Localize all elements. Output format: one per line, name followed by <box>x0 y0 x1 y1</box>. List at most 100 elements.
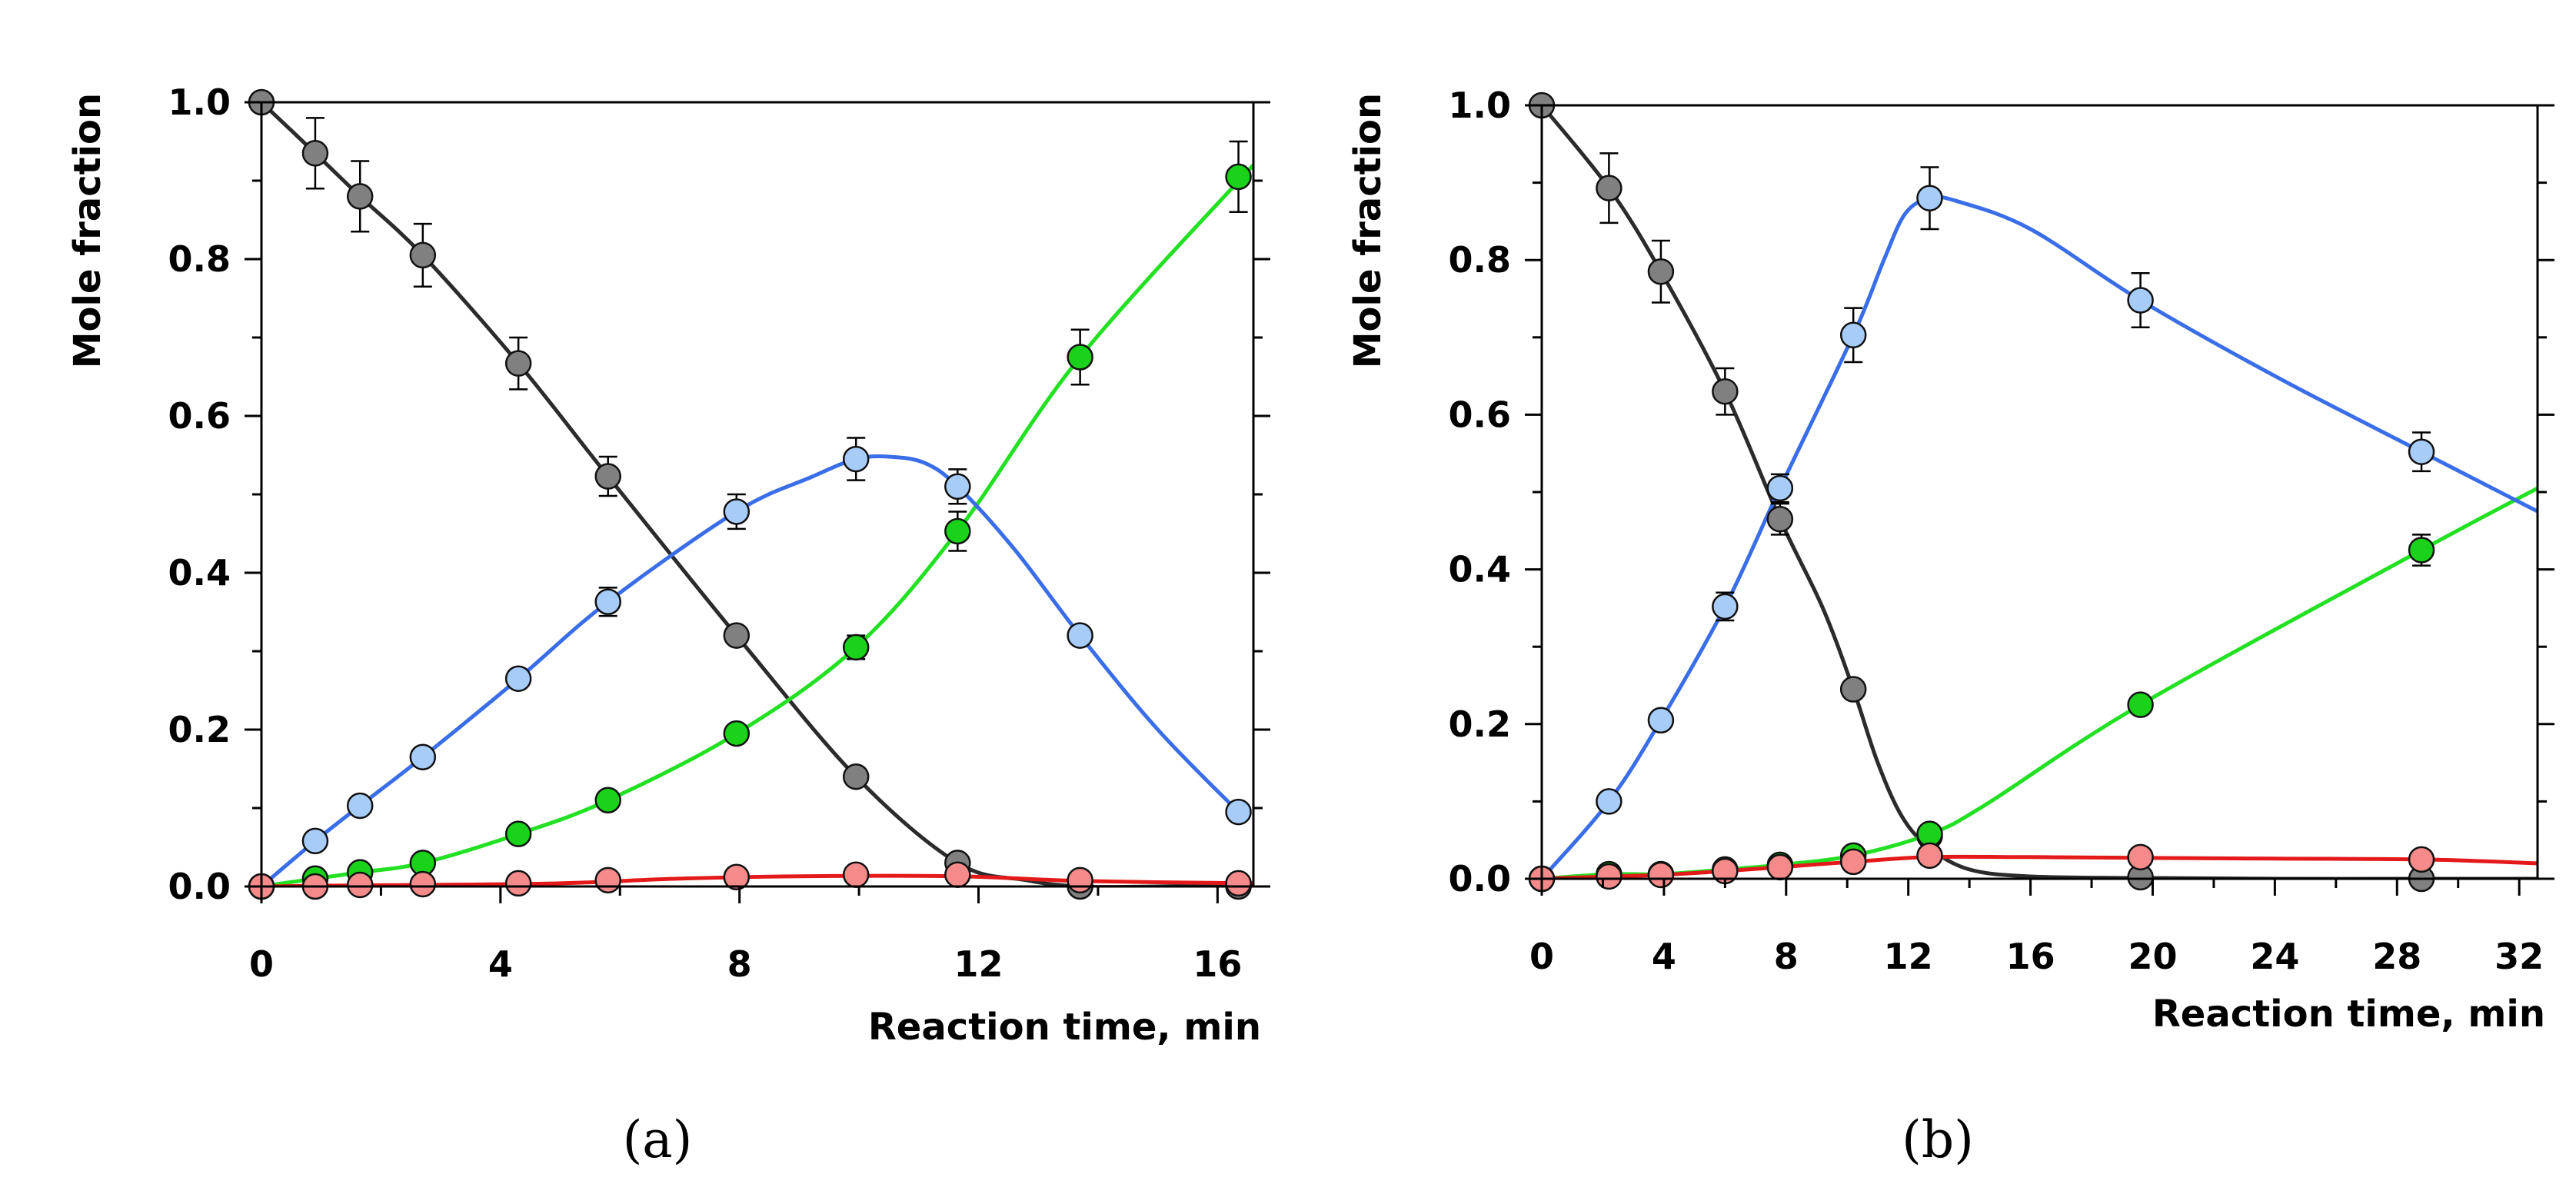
panel-a-x-tick-label: 4 <box>488 943 513 985</box>
panel-a-series-red-point <box>944 861 971 888</box>
panel-a-label: (a) <box>623 1110 693 1169</box>
panel-a-y-tick-label: 0.6 <box>168 395 231 437</box>
panel-b-ticks: 0 4 8 12 16 20 24 28 32 0.0 0.2 0.4 0.6 0.8 1.0 <box>1449 85 2554 977</box>
panel-a-series-green-point <box>594 787 621 814</box>
panel-b-series-blue-point <box>1839 321 1867 349</box>
panel-a-series-red-point <box>594 866 621 894</box>
panel-b-y-tick-label: 0.0 <box>1449 858 1512 900</box>
panel-a-series-grey-point <box>301 140 329 167</box>
panel-a-series-green-line <box>261 163 1253 886</box>
panel-a-series-red-point <box>504 870 532 897</box>
panel-b-series-blue-point <box>1916 185 1943 211</box>
panel-a-y-axis-title: Mole fraction <box>66 93 109 368</box>
panel-b-series-red-point <box>1596 863 1622 890</box>
panel-a-series-grey-point <box>346 183 374 210</box>
panel-b-series-blue-line <box>1542 195 2538 879</box>
panel-a-series-green-point <box>944 517 971 545</box>
panel-a-series-green-point <box>723 720 751 747</box>
panel-a-x-tick-label: 12 <box>954 943 1003 985</box>
panel-a-series-green-point <box>504 820 532 847</box>
panel-b-series-green-line <box>1542 486 2538 879</box>
panel-a-ticks: 0 4 8 12 16 0.0 0.2 0.4 0.6 0.8 1.0 <box>168 81 1270 985</box>
panel-a-series-green-point <box>1067 344 1093 371</box>
panel-b-series-blue-point <box>1766 474 1794 502</box>
panel-a-series-grey-point <box>504 350 532 377</box>
panel-a-series-blue-point <box>409 743 437 770</box>
panel-b-y-tick-label: 1.0 <box>1449 85 1512 126</box>
panel-b-y-tick-label: 0.8 <box>1449 239 1512 281</box>
panel-b-x-tick-label: 20 <box>2128 936 2177 977</box>
panel-b-series-blue-point <box>1647 707 1675 734</box>
panel-b-series-blue-point <box>2127 287 2154 314</box>
panel-a-series-blue-line <box>261 454 1241 886</box>
panel-a-series-red-point <box>1067 866 1093 894</box>
panel-b-series-grey-point <box>1596 175 1622 201</box>
panel-a-y-tick-label: 1.0 <box>168 81 231 123</box>
panel-b-series-blue-point <box>1596 788 1622 815</box>
panel-a-x-tick-label: 8 <box>727 943 752 985</box>
panel-b-x-tick-label: 28 <box>2372 936 2421 977</box>
panel-a-series-blue-point <box>842 445 870 473</box>
panel-b-label: (b) <box>1902 1110 1974 1169</box>
panel-b-x-tick-label: 0 <box>1529 936 1554 977</box>
panel-a-series-red-point <box>723 863 751 891</box>
panel-a-series-grey-point <box>842 763 870 790</box>
panel-b-series-blue-point <box>1712 593 1739 620</box>
panel-b-series-red-point <box>1766 853 1794 881</box>
panel-b-series-red-point <box>1916 842 1943 870</box>
panel-b-series-red-point <box>2127 843 2154 871</box>
panel-b-x-tick-label: 32 <box>2494 936 2544 977</box>
panel-b-series-red-point <box>2408 846 2435 873</box>
panel-a-series-blue-point <box>723 498 751 525</box>
panel-a-curves <box>261 102 1253 886</box>
panel-b-y-tick-label: 0.4 <box>1449 549 1512 590</box>
panel-b-series-green-point <box>2127 691 2154 718</box>
panel-a-series-blue-point <box>1067 622 1093 649</box>
panel-b-series-grey-point <box>1839 676 1867 703</box>
panel-a-series-green-point <box>1225 163 1252 191</box>
panel-a-x-tick-label: 0 <box>249 943 274 985</box>
panel-a-series-blue-point <box>944 473 971 501</box>
panel-a-y-tick-label: 0.4 <box>168 552 231 594</box>
panel-b-y-tick-label: 0.2 <box>1449 703 1512 745</box>
panel-b-series-grey-point <box>1647 258 1675 285</box>
panel-a-x-axis-title: Reaction time, min <box>868 1006 1261 1049</box>
panel-a-series-red-point <box>346 871 374 899</box>
panel-b-series-blue-point <box>2408 438 2435 465</box>
panel-b-plot <box>1528 91 2538 893</box>
panel-b-x-tick-label: 4 <box>1652 936 1676 977</box>
panel-b-x-tick-label: 24 <box>2250 936 2299 977</box>
panel-b: 0 4 8 12 16 20 24 28 32 0.0 0.2 0.4 0.6 0.8 1.0 Mole f… <box>1346 85 2554 1169</box>
panel-b-x-tick-label: 8 <box>1774 936 1799 977</box>
panel-a-series-green-point <box>842 634 870 661</box>
panel-b-series-green-point <box>2408 537 2435 564</box>
panel-b-series-grey-point <box>1766 505 1794 533</box>
panel-a-series-blue-point <box>504 665 532 692</box>
panel-a-series-red-point <box>409 870 437 898</box>
panel-a-series-grey-point <box>409 241 437 269</box>
panel-a-x-tick-label: 16 <box>1193 943 1242 985</box>
panel-a-series-blue-point <box>594 588 621 615</box>
panel-b-x-axis-title: Reaction time, min <box>2152 993 2545 1036</box>
panel-a-series-blue-point <box>301 827 329 855</box>
panel-a-plot <box>248 88 1253 900</box>
panel-b-curves <box>1542 105 2538 879</box>
panel-a-series-red-point <box>1225 870 1252 897</box>
panel-b-series-grey-point <box>1712 377 1739 405</box>
panel-b-series-red-point <box>1647 861 1675 889</box>
panel-b-series-red-point <box>1839 848 1867 876</box>
panel-a-series-red-point <box>842 861 870 888</box>
panel-b-frame <box>1540 104 2539 880</box>
panel-b-x-tick-label: 12 <box>1884 936 1933 977</box>
panel-a: 0 4 8 12 160.00.20.40.60.81.0 Mole fraction … <box>66 81 1270 1169</box>
panel-a-y-tick-label: 0.0 <box>168 866 231 907</box>
panel-b-y-axis-title: Mole fraction <box>1346 93 1390 368</box>
panel-a-series-blue-point <box>1225 798 1252 826</box>
panel-a-series-grey-point <box>723 622 751 649</box>
panel-b-y-tick-label: 0.6 <box>1449 394 1512 435</box>
panel-b-series-grey-line <box>1542 105 2538 879</box>
panel-a-y-tick-label: 0.8 <box>168 238 231 280</box>
panel-a-series-blue-point <box>346 792 374 820</box>
panel-b-x-tick-label: 16 <box>2006 936 2055 977</box>
